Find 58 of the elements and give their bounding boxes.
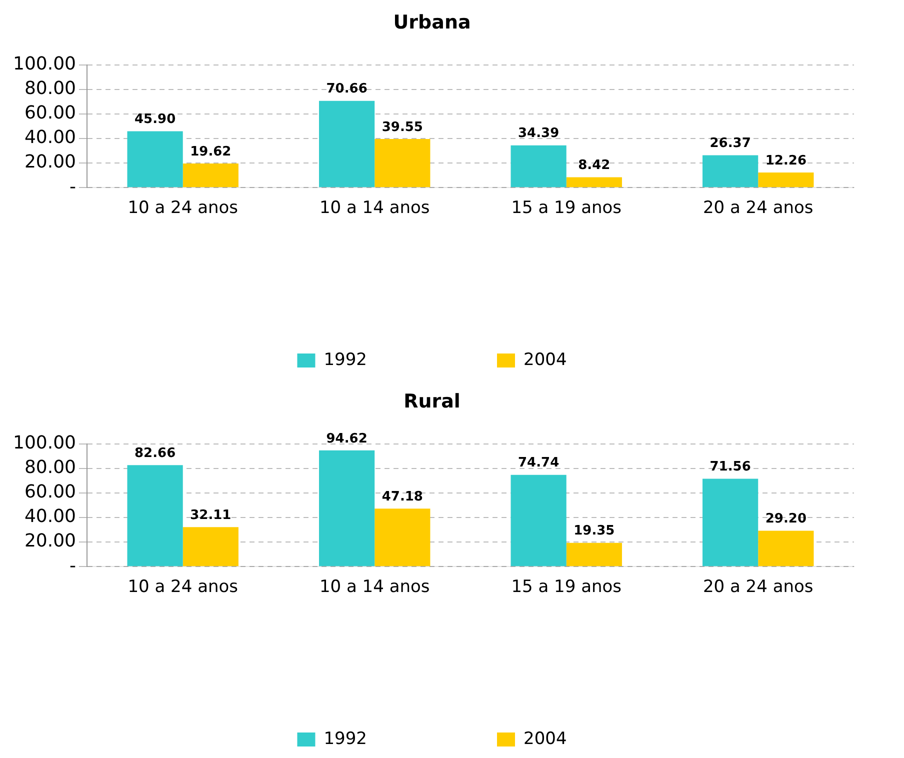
y-tick-label: - [69,555,76,576]
bar [374,508,430,566]
legend-label: 1992 [324,350,367,370]
bar [702,478,758,566]
data-label: 39.55 [382,120,423,135]
x-tick-label: 20 a 24 anos [702,577,814,598]
data-label: 34.39 [518,126,560,142]
y-tick-label: 40.00 [24,506,76,528]
data-label: 12.26 [765,153,806,168]
x-tick-label: 10 a 14 anos [319,198,430,218]
bar [566,542,622,566]
bar [758,172,814,188]
y-tick-label: - [69,176,76,198]
x-tick-label: 10 a 24 anos [128,198,238,218]
legend-label: 2004 [524,350,567,370]
legend-label: 1992 [324,728,367,749]
bar [319,450,375,566]
y-tick-label: 60.00 [24,482,76,503]
bar [566,177,622,188]
y-tick-label: 20.00 [24,530,76,552]
y-tick-label: 60.00 [24,102,76,124]
data-label: 47.18 [382,490,423,505]
data-label: 26.37 [710,136,751,152]
data-label: 74.74 [518,456,560,471]
bar [510,474,566,566]
bar [702,155,758,188]
data-label: 71.56 [710,460,751,475]
data-label: 8.42 [578,158,610,174]
x-tick-label: 15 a 19 anos [511,577,622,598]
bar [182,164,238,188]
bar [374,139,430,188]
bar [319,100,375,188]
data-label: 94.62 [326,431,368,446]
x-tick-label: 20 a 24 anos [702,198,814,218]
legend-label: 2004 [524,728,567,749]
data-label: 45.90 [134,112,176,128]
chart-title: Rural [404,390,460,412]
bar [182,527,238,566]
data-label: 19.35 [574,524,615,539]
y-tick-label: 80.00 [24,78,76,100]
bar [510,145,566,188]
bar [758,530,814,566]
y-tick-label: 80.00 [24,457,76,478]
y-tick-label: 100.00 [13,53,76,74]
bar [127,465,183,566]
data-label: 19.62 [190,144,232,160]
x-tick-label: 10 a 24 anos [128,577,238,598]
y-tick-label: 100.00 [13,432,76,454]
data-label: 32.11 [190,508,232,524]
data-label: 70.66 [326,82,368,97]
chart-title: Urbana [393,11,471,34]
y-tick-label: 20.00 [24,152,76,173]
y-tick-label: 40.00 [24,127,76,148]
data-label: 82.66 [134,446,176,461]
data-label: 29.20 [765,512,806,527]
bar [127,131,183,188]
x-tick-label: 10 a 14 anos [319,577,430,598]
x-tick-label: 15 a 19 anos [511,198,622,218]
